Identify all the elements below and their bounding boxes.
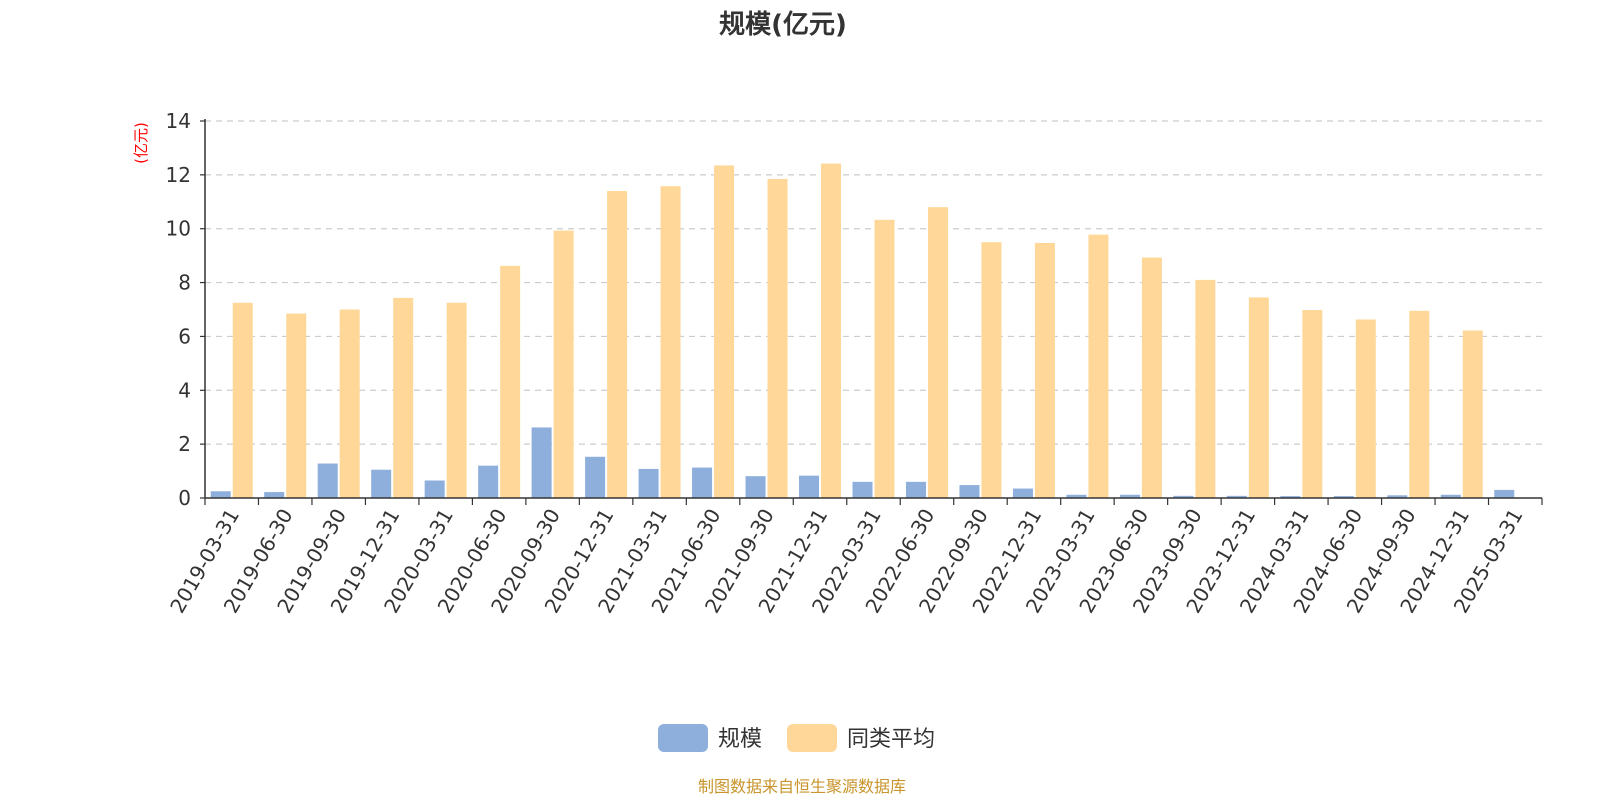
bar-scale-2024-03-31[interactable] — [1280, 496, 1301, 498]
bar-scale-2021-03-31[interactable] — [638, 468, 659, 498]
bar-scale-2025-03-31[interactable] — [1494, 489, 1515, 498]
bar-scale-2021-06-30[interactable] — [692, 467, 713, 498]
bar-peer-average-2024-06-30[interactable] — [1355, 319, 1376, 498]
legend-swatch-scale[interactable] — [658, 724, 708, 752]
y-tick-label: 2 — [178, 432, 191, 456]
bar-peer-average-2021-12-31[interactable] — [821, 163, 842, 498]
bar-scale-2020-06-30[interactable] — [478, 465, 499, 498]
x-axis: 2019-03-312019-06-302019-09-302019-12-31… — [165, 497, 1543, 617]
y-tick-label: 10 — [166, 217, 191, 241]
bar-scale-2024-12-31[interactable] — [1440, 494, 1461, 498]
bar-scale-2022-09-30[interactable] — [959, 485, 980, 498]
bar-peer-average-2020-06-30[interactable] — [500, 265, 521, 498]
bar-scale-2019-06-30[interactable] — [264, 492, 285, 498]
bar-peer-average-2024-03-31[interactable] — [1302, 310, 1323, 498]
bar-peer-average-2021-06-30[interactable] — [714, 165, 735, 499]
bar-peer-average-2023-06-30[interactable] — [1141, 257, 1162, 498]
bar-peer-average-2019-06-30[interactable] — [286, 313, 307, 498]
bar-scale-2024-09-30[interactable] — [1387, 495, 1408, 498]
data-source-note: 制图数据来自恒生聚源数据库 — [698, 777, 906, 796]
legend-swatch-peer-average[interactable] — [787, 724, 837, 752]
bar-scale-2022-03-31[interactable] — [852, 481, 873, 498]
bar-peer-average-2024-12-31[interactable] — [1462, 330, 1483, 498]
y-tick-label: 0 — [178, 486, 191, 510]
bar-peer-average-2021-03-31[interactable] — [660, 186, 681, 498]
bar-scale-2024-06-30[interactable] — [1333, 496, 1354, 498]
bar-peer-average-2022-09-30[interactable] — [981, 242, 1002, 498]
bar-scale-2021-09-30[interactable] — [745, 476, 766, 498]
bar-peer-average-2020-03-31[interactable] — [446, 302, 467, 498]
bar-scale-2019-03-31[interactable] — [210, 491, 231, 498]
legend-label-peer-average[interactable]: 同类平均 — [847, 727, 935, 752]
bar-peer-average-2022-03-31[interactable] — [874, 219, 895, 498]
bar-peer-average-2020-12-31[interactable] — [607, 191, 628, 498]
bar-scale-2020-12-31[interactable] — [585, 456, 606, 498]
bar-peer-average-2019-03-31[interactable] — [232, 302, 253, 498]
y-tick-label: 14 — [166, 109, 191, 133]
bar-scale-2021-12-31[interactable] — [799, 475, 820, 498]
legend: 规模 同类平均 — [658, 724, 935, 752]
bar-peer-average-2019-09-30[interactable] — [339, 309, 360, 499]
bar-scale-2020-03-31[interactable] — [424, 480, 445, 498]
bar-peer-average-2022-12-31[interactable] — [1034, 242, 1055, 498]
y-tick-label: 4 — [178, 378, 191, 402]
bar-peer-average-2021-09-30[interactable] — [767, 178, 788, 498]
bar-scale-2022-12-31[interactable] — [1012, 488, 1033, 498]
bar-scale-2020-09-30[interactable] — [531, 427, 552, 498]
bar-peer-average-2023-12-31[interactable] — [1248, 297, 1269, 498]
bar-scale-2019-09-30[interactable] — [317, 463, 338, 498]
y-tick-label: 12 — [166, 163, 191, 187]
bar-scale-2023-03-31[interactable] — [1066, 494, 1087, 498]
bar-peer-average-2023-09-30[interactable] — [1195, 279, 1216, 498]
bar-peer-average-2022-06-30[interactable] — [927, 207, 948, 498]
legend-label-scale[interactable]: 规模 — [718, 727, 762, 752]
bar-scale-2019-12-31[interactable] — [371, 469, 392, 498]
bar-scale-2023-09-30[interactable] — [1173, 495, 1194, 498]
y-tick-label: 8 — [178, 271, 191, 295]
y-axis: 0 2 4 6 8 10 12 14 — [166, 109, 206, 510]
bar-peer-average-2024-09-30[interactable] — [1409, 310, 1430, 498]
bar-peer-average-2020-09-30[interactable] — [553, 230, 574, 498]
bar-scale-2022-06-30[interactable] — [905, 481, 926, 498]
y-tick-label: 6 — [178, 324, 191, 348]
y-axis-unit-label: (亿元) — [132, 122, 150, 164]
bar-scale-2023-06-30[interactable] — [1119, 494, 1140, 498]
bar-peer-average-2023-03-31[interactable] — [1088, 234, 1109, 499]
chart-title: 规模(亿元) — [719, 10, 847, 40]
bar-scale-2023-12-31[interactable] — [1226, 495, 1247, 498]
bar-peer-average-2019-12-31[interactable] — [393, 297, 414, 498]
bars — [210, 163, 1515, 499]
